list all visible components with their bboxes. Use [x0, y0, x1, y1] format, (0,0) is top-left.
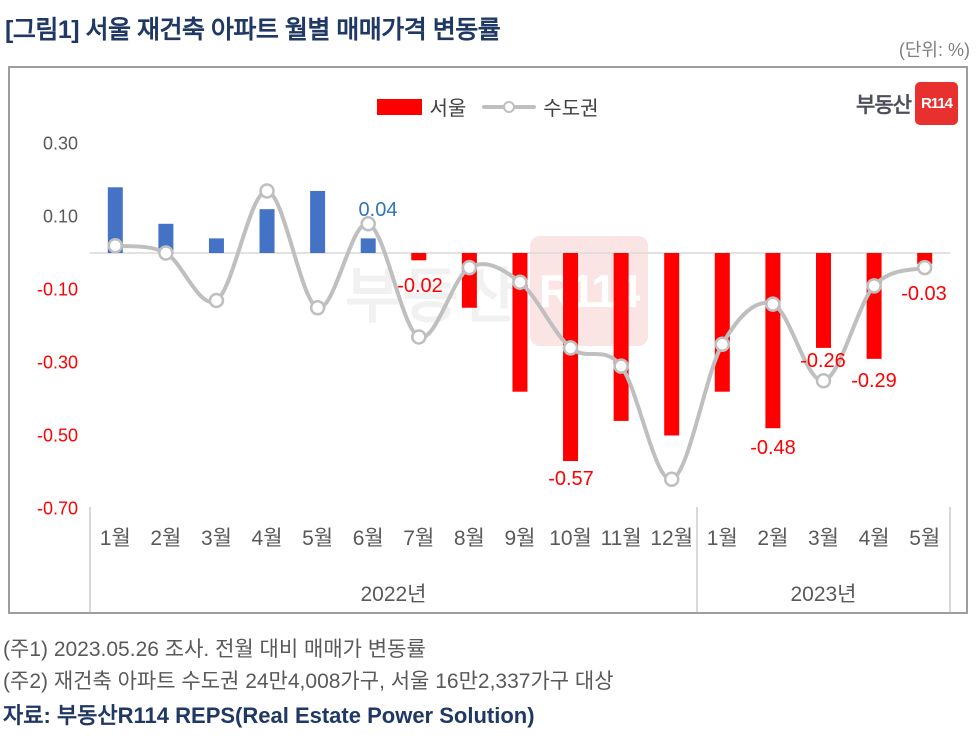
legend-item-sudogwon: 수도권 [482, 92, 599, 121]
seoul-bar [158, 223, 174, 253]
seoul-bar [664, 253, 680, 436]
month-label: 9월 [504, 527, 535, 550]
y-tick-label: -0.30 [37, 353, 78, 373]
seoul-bar-swatch-icon [377, 98, 423, 115]
footnote-2: (주2) 재건축 아파트 수도권 24만4,008가구, 서울 16만2,337… [3, 670, 614, 693]
month-label: 5월 [909, 527, 940, 550]
seoul-bar [917, 253, 933, 264]
month-label: 4월 [252, 527, 283, 550]
data-label: -0.29 [851, 370, 897, 392]
month-label: 5월 [302, 527, 333, 550]
month-label: 2월 [150, 527, 181, 550]
line-marker [158, 245, 174, 261]
legend-label-sudogwon: 수도권 [543, 98, 599, 120]
month-label: 8월 [454, 527, 485, 550]
legend-item-seoul: 서울 [377, 92, 466, 121]
line-marker [107, 237, 124, 254]
month-label: 3월 [808, 527, 839, 550]
month-label: 3월 [201, 527, 232, 550]
line-marker [562, 340, 579, 356]
seoul-bar [259, 209, 275, 253]
line-marker [613, 358, 629, 374]
seoul-bar [765, 253, 781, 429]
line-marker [360, 216, 376, 232]
y-tick-label: 0.10 [43, 207, 78, 227]
data-label: -0.48 [750, 437, 796, 459]
data-label: -0.57 [548, 468, 594, 490]
page-title: [그림1] 서울 재건축 아파트 월별 매매가격 변동률 [5, 16, 501, 44]
line-marker [714, 336, 731, 352]
legend-label-seoul: 서울 [429, 98, 467, 120]
seoul-bar [107, 187, 123, 253]
y-tick-label: -0.50 [37, 426, 78, 446]
plot-svg: 0.30 0.10 -0.10 -0.30 -0.50 -0.70 1월 2월 3월 4월 5월 6월… [37, 134, 951, 612]
y-tick-label: -0.70 [37, 499, 78, 519]
year-label-2023: 2023년 [790, 583, 856, 606]
line-marker [866, 278, 882, 294]
line-marker [765, 296, 781, 312]
seoul-bar [411, 253, 427, 261]
sudogwon-line-swatch-icon [482, 100, 537, 113]
seoul-bar [360, 238, 376, 253]
unit-note: (단위: %) [898, 40, 970, 60]
month-label: 10월 [549, 527, 592, 550]
month-label: 2월 [757, 527, 788, 550]
month-label: 1월 [707, 527, 738, 550]
month-label: 1월 [100, 527, 131, 550]
month-label: 12월 [650, 527, 693, 550]
seoul-bar [512, 253, 528, 392]
seoul-bar [816, 253, 831, 348]
seoul-bar [310, 190, 326, 253]
data-label: -0.02 [397, 275, 443, 297]
seoul-bar [208, 238, 224, 253]
y-tick-label: -0.10 [37, 280, 78, 300]
line-marker [411, 329, 427, 345]
chart-area: 부동산 R114 0.30 0.10 -0.10 -0.30 -0.50 -0.70 1월 2… [8, 66, 968, 614]
month-label: 4월 [859, 527, 890, 550]
data-label: -0.03 [901, 283, 947, 305]
line-marker [259, 183, 275, 199]
month-label: 6월 [353, 527, 384, 550]
month-label: 11월 [601, 527, 642, 550]
month-label: 7월 [403, 527, 434, 550]
seoul-bar [714, 253, 730, 392]
brand-logo: 부동산 R114 [856, 82, 958, 125]
line-marker [815, 373, 832, 389]
data-label: 0.04 [359, 199, 398, 221]
seoul-bar [563, 253, 579, 462]
seoul-bar [613, 253, 629, 421]
line-marker [663, 471, 680, 488]
seoul-bar [866, 253, 882, 359]
source-line: 자료: 부동산R114 REPS(Real Estate Power Solut… [3, 703, 535, 728]
data-label: -0.26 [800, 350, 846, 372]
line-marker [309, 300, 326, 316]
y-tick-label: 0.30 [43, 134, 78, 154]
line-marker [916, 259, 933, 276]
year-label-2022: 2022년 [360, 583, 426, 606]
line-marker [208, 292, 225, 309]
line-marker [512, 274, 528, 290]
brand-logo-text: 부동산 [856, 93, 912, 117]
legend: 서울 수도권 [10, 92, 966, 121]
footnote-1: (주1) 2023.05.26 조사. 전월 대비 매매가 변동률 [3, 638, 426, 661]
r114-badge: R114 [915, 82, 958, 125]
line-marker [461, 259, 478, 276]
